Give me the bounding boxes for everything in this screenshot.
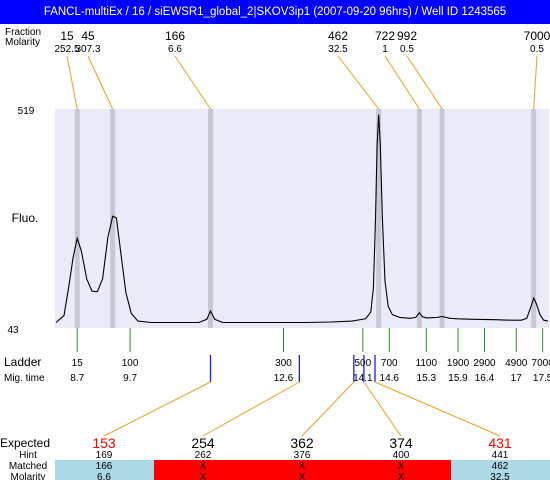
molarity-value: 32.5 <box>490 472 510 480</box>
ladder-time-label: 9.7 <box>123 373 137 384</box>
ladder-size-label: 700 <box>381 358 398 369</box>
ladder-time-label: 12.6 <box>274 373 294 384</box>
expected-connector <box>103 381 211 437</box>
ladder-size-label: 1100 <box>416 358 438 369</box>
window-title: FANCL-multiEx / 16 / siEWSR1_global_2|SK… <box>0 0 550 24</box>
fragment-size-label: 462 <box>328 29 348 43</box>
migtime-label: Mig. time <box>4 373 45 384</box>
ladder-label: Ladder <box>4 355 41 369</box>
matched-value: 166 <box>96 461 113 472</box>
fraction-label: Fraction <box>5 27 41 38</box>
fragment-molarity-label: 6.6 <box>168 44 182 55</box>
match-cell-bg <box>55 460 154 480</box>
ladder-size-label: 300 <box>275 358 292 369</box>
peak-band <box>207 109 213 328</box>
peak-band <box>376 109 382 328</box>
fragment-size-label: 166 <box>165 29 185 43</box>
plot-area <box>55 109 549 328</box>
fragment-size-label: 722 <box>375 29 395 43</box>
fragment-connector <box>66 55 78 110</box>
molarity-value: X <box>398 472 405 480</box>
hint-value: 376 <box>294 450 311 461</box>
matched-value: X <box>398 461 405 472</box>
molarity-bottom-label: Molarity <box>10 472 45 480</box>
expected-size: 431 <box>488 435 512 451</box>
y-tick-label: 519 <box>18 106 35 117</box>
fragment-size-label: 15 <box>60 29 74 43</box>
ladder-time-label: 15.9 <box>448 373 468 384</box>
peak-band <box>531 109 537 328</box>
fragment-connector <box>87 55 114 110</box>
molarity-value: X <box>200 472 207 480</box>
hint-value: 400 <box>393 450 410 461</box>
hint-value: 169 <box>96 450 113 461</box>
fragment-connector <box>337 55 380 110</box>
expected-size: 374 <box>389 435 413 451</box>
hint-value: 262 <box>195 450 212 461</box>
fragment-size-label: 45 <box>81 29 95 43</box>
ladder-time-label: 8.7 <box>70 373 84 384</box>
y-tick-label: 43 <box>7 325 19 336</box>
expected-row-label: Expected <box>0 436 50 450</box>
peak-band <box>416 109 422 328</box>
fragment-molarity-label: 0.5 <box>530 44 544 55</box>
hint-row-label: Hint <box>19 450 37 461</box>
missing-cell-bg <box>154 460 451 480</box>
peak-band <box>439 109 445 328</box>
expected-connector <box>301 381 355 437</box>
ladder-time-label: 14.1 <box>353 373 373 384</box>
molarity-value: 6.6 <box>97 472 111 480</box>
ladder-time-label: 15.3 <box>417 373 437 384</box>
ladder-size-label: 100 <box>122 358 139 369</box>
expected-size: 254 <box>191 435 215 451</box>
molarity-value: X <box>299 472 306 480</box>
expected-connector <box>374 381 501 437</box>
match-cell-bg <box>451 460 550 480</box>
fragment-size-label: 7000 <box>524 29 550 43</box>
y-axis-label: Fluo. <box>12 211 39 225</box>
molarity-row-label: Molarity <box>5 37 40 48</box>
fragment-size-label: 992 <box>397 29 417 43</box>
ladder-time-label: 16.4 <box>475 373 495 384</box>
ladder-size-label: 500 <box>354 358 371 369</box>
matched-value: 462 <box>492 461 509 472</box>
expected-size: 153 <box>92 435 116 451</box>
matched-value: X <box>299 461 306 472</box>
fragment-connector <box>533 55 538 110</box>
fragment-molarity-label: 0.5 <box>400 44 414 55</box>
ladder-time-label: 17 <box>511 373 523 384</box>
peak-band <box>74 109 80 328</box>
fragment-connector <box>174 55 211 110</box>
expected-connector <box>202 381 300 437</box>
fragment-molarity-label: 1 <box>382 44 388 55</box>
ladder-size-label: 2900 <box>473 358 496 369</box>
fragment-molarity-label: 307.3 <box>75 44 100 55</box>
fluorescence-trace <box>55 114 549 324</box>
fragment-connector <box>384 55 420 110</box>
matched-row-label: Matched <box>9 461 47 472</box>
expected-connector <box>363 381 402 437</box>
fragment-molarity-label: 32.5 <box>328 44 348 55</box>
fragment-connector <box>406 55 443 110</box>
expected-size: 362 <box>290 435 314 451</box>
ladder-size-label: 7000 <box>532 358 550 369</box>
ladder-size-label: 1900 <box>447 358 470 369</box>
matched-value: X <box>200 461 207 472</box>
ladder-time-label: 14.6 <box>380 373 400 384</box>
ladder-size-label: 15 <box>72 358 84 369</box>
hint-value: 441 <box>492 450 509 461</box>
ladder-time-label: 17.5 <box>533 373 550 384</box>
ladder-size-label: 4900 <box>505 358 528 369</box>
fragment-molarity-label: 252.5 <box>54 44 79 55</box>
